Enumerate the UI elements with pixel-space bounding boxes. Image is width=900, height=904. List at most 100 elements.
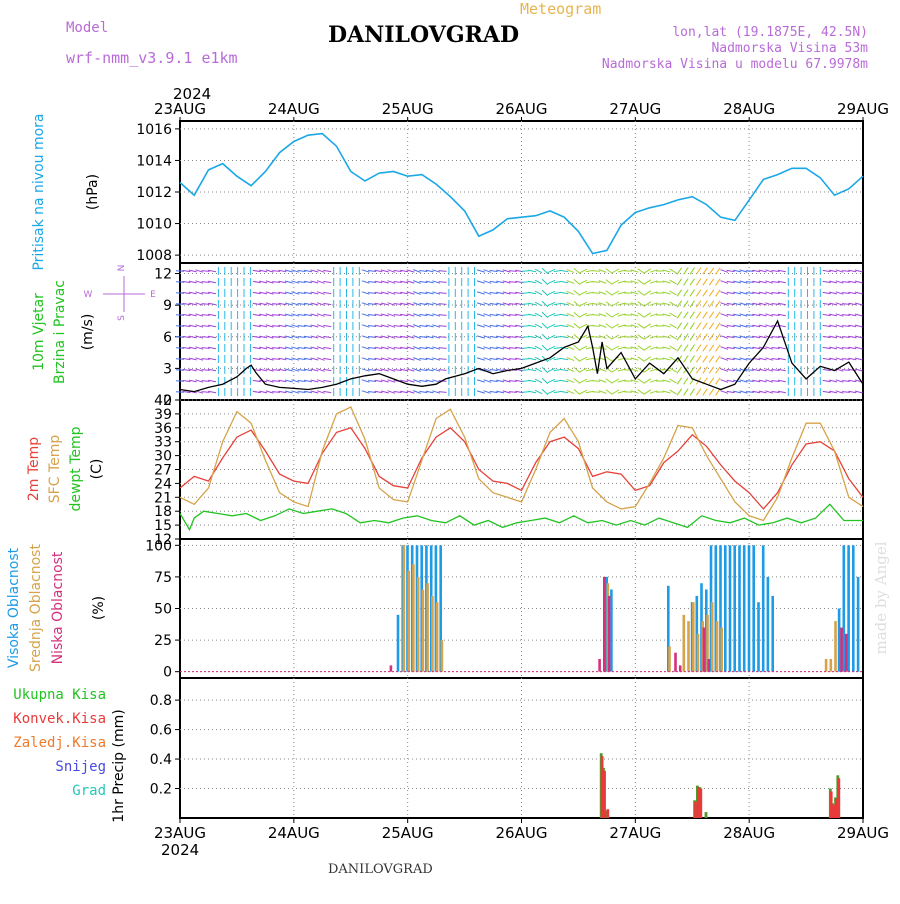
cloud-bar-1 bbox=[422, 590, 425, 672]
cloud-bar-2 bbox=[603, 577, 606, 672]
wind-arrow bbox=[716, 301, 721, 308]
wind-arrow bbox=[560, 358, 568, 359]
temperature-ytick-label: 21 bbox=[154, 490, 172, 506]
wind-arrow bbox=[684, 323, 689, 330]
cloud-bar-1 bbox=[412, 564, 415, 671]
wind-direction-field bbox=[176, 267, 863, 396]
wind-arrow bbox=[677, 389, 682, 396]
wind-arrow bbox=[703, 312, 708, 319]
wind-arrow bbox=[606, 324, 612, 329]
wind-arrow bbox=[323, 270, 331, 271]
wind-arrow bbox=[696, 301, 701, 308]
wind-arrow bbox=[638, 379, 645, 384]
wind-arrow bbox=[439, 337, 447, 338]
cloud-bar-1 bbox=[687, 621, 690, 672]
wind-arrow bbox=[592, 315, 600, 316]
wind-arrow bbox=[535, 324, 542, 328]
wind-arrow bbox=[612, 335, 619, 339]
model-altitude: Nadmorska Visina u modelu 67.9978m bbox=[602, 57, 868, 72]
time-tick-bottom: 25AUG bbox=[382, 824, 434, 842]
precip-bar-1 bbox=[606, 809, 609, 818]
wind-arrow bbox=[709, 367, 714, 374]
wind-arrow bbox=[567, 335, 574, 338]
wind-unit: (m/s) bbox=[80, 314, 96, 351]
wind-arrow bbox=[644, 379, 651, 383]
wind-arrow bbox=[690, 323, 695, 330]
temperature-ytick-label: 24 bbox=[154, 476, 172, 492]
temperature-ytick-label: 33 bbox=[154, 435, 172, 451]
cloud-bar-1 bbox=[417, 577, 420, 672]
cloud-bar-1 bbox=[407, 571, 410, 672]
wind-arrow bbox=[574, 345, 580, 350]
wind-arrow bbox=[670, 302, 677, 306]
wind-arrow bbox=[560, 314, 568, 315]
wind-arrow bbox=[690, 367, 695, 374]
precip-bar-1 bbox=[835, 799, 838, 818]
precip-bar-1 bbox=[601, 756, 604, 818]
wind-arrow bbox=[638, 291, 645, 296]
cloud-bar-0 bbox=[857, 577, 860, 672]
cloud-bar-1 bbox=[692, 602, 695, 672]
wind-arrow bbox=[574, 356, 580, 361]
wind-arrow bbox=[439, 326, 447, 327]
compass-e: E bbox=[150, 290, 156, 300]
cloud-bar-0 bbox=[724, 545, 727, 671]
wind-arrow bbox=[670, 346, 677, 350]
cloud-bar-2 bbox=[598, 659, 601, 672]
compass-n: N bbox=[117, 265, 127, 272]
cloud-bar-1 bbox=[825, 659, 828, 672]
station-title: DANILOVGRAD bbox=[328, 22, 519, 48]
wind-arrow bbox=[548, 324, 555, 327]
wind-arrow bbox=[716, 345, 721, 352]
wind-arrow bbox=[716, 367, 721, 374]
wind-ytick-label: 6 bbox=[163, 330, 172, 346]
wind-arrow bbox=[644, 269, 651, 273]
wind-arrow bbox=[548, 280, 555, 283]
precip-bar-1 bbox=[832, 805, 835, 818]
wind-arrow bbox=[567, 368, 574, 371]
temperature-ytick-label: 39 bbox=[154, 407, 172, 423]
wind-arrow bbox=[535, 390, 542, 394]
wind-arrow bbox=[716, 290, 721, 297]
wind-arrow bbox=[696, 356, 701, 363]
wind-arrow bbox=[696, 290, 701, 297]
wind-arrow bbox=[638, 313, 645, 318]
precip-bar-1 bbox=[837, 778, 840, 818]
wind-ytick-label: 3 bbox=[163, 361, 172, 377]
model-label: Model bbox=[66, 20, 108, 36]
wind-arrow bbox=[560, 336, 568, 337]
temperature-ytick-label: 30 bbox=[154, 449, 172, 465]
wind-arrow bbox=[684, 301, 689, 308]
temp-unit: (C) bbox=[89, 459, 105, 480]
wind-arrow bbox=[567, 302, 574, 305]
wind-arrow bbox=[644, 313, 651, 317]
time-tick-top: 29AUG bbox=[837, 100, 889, 118]
cloud-bar-1 bbox=[697, 634, 700, 672]
precip-legend-1: Konvek.Kisa bbox=[13, 711, 106, 727]
pressure-ytick-label: 1014 bbox=[136, 153, 172, 169]
wind-arrow bbox=[677, 301, 682, 308]
cloud-bar-2 bbox=[703, 628, 706, 672]
pressure-label: Pritisak na nivou mora bbox=[31, 113, 47, 270]
compass-w: W bbox=[84, 290, 93, 300]
clouds-ytick-label: 0 bbox=[163, 665, 172, 681]
time-tick-bottom: 29AUG bbox=[837, 824, 889, 842]
wind-arrow bbox=[606, 357, 612, 362]
wind-arrow bbox=[548, 269, 555, 272]
wind-arrow bbox=[612, 313, 619, 317]
wind-arrow bbox=[684, 279, 689, 286]
wind-arrow bbox=[644, 346, 651, 350]
wind-arrow bbox=[542, 279, 548, 284]
time-tick-top: 26AUG bbox=[496, 100, 548, 118]
wind-arrow bbox=[612, 324, 619, 328]
wind-arrow bbox=[709, 356, 714, 363]
wind-arrow bbox=[535, 368, 542, 372]
cloud-bar-0 bbox=[748, 545, 751, 671]
wind-arrow bbox=[574, 290, 580, 295]
clouds-ytick-label: 25 bbox=[154, 633, 172, 649]
wind-arrow bbox=[580, 269, 587, 273]
wind-arrow bbox=[670, 379, 677, 383]
wind-arrow bbox=[677, 279, 682, 286]
model-name: wrf-nmm_v3.9.1 e1km bbox=[66, 49, 238, 67]
